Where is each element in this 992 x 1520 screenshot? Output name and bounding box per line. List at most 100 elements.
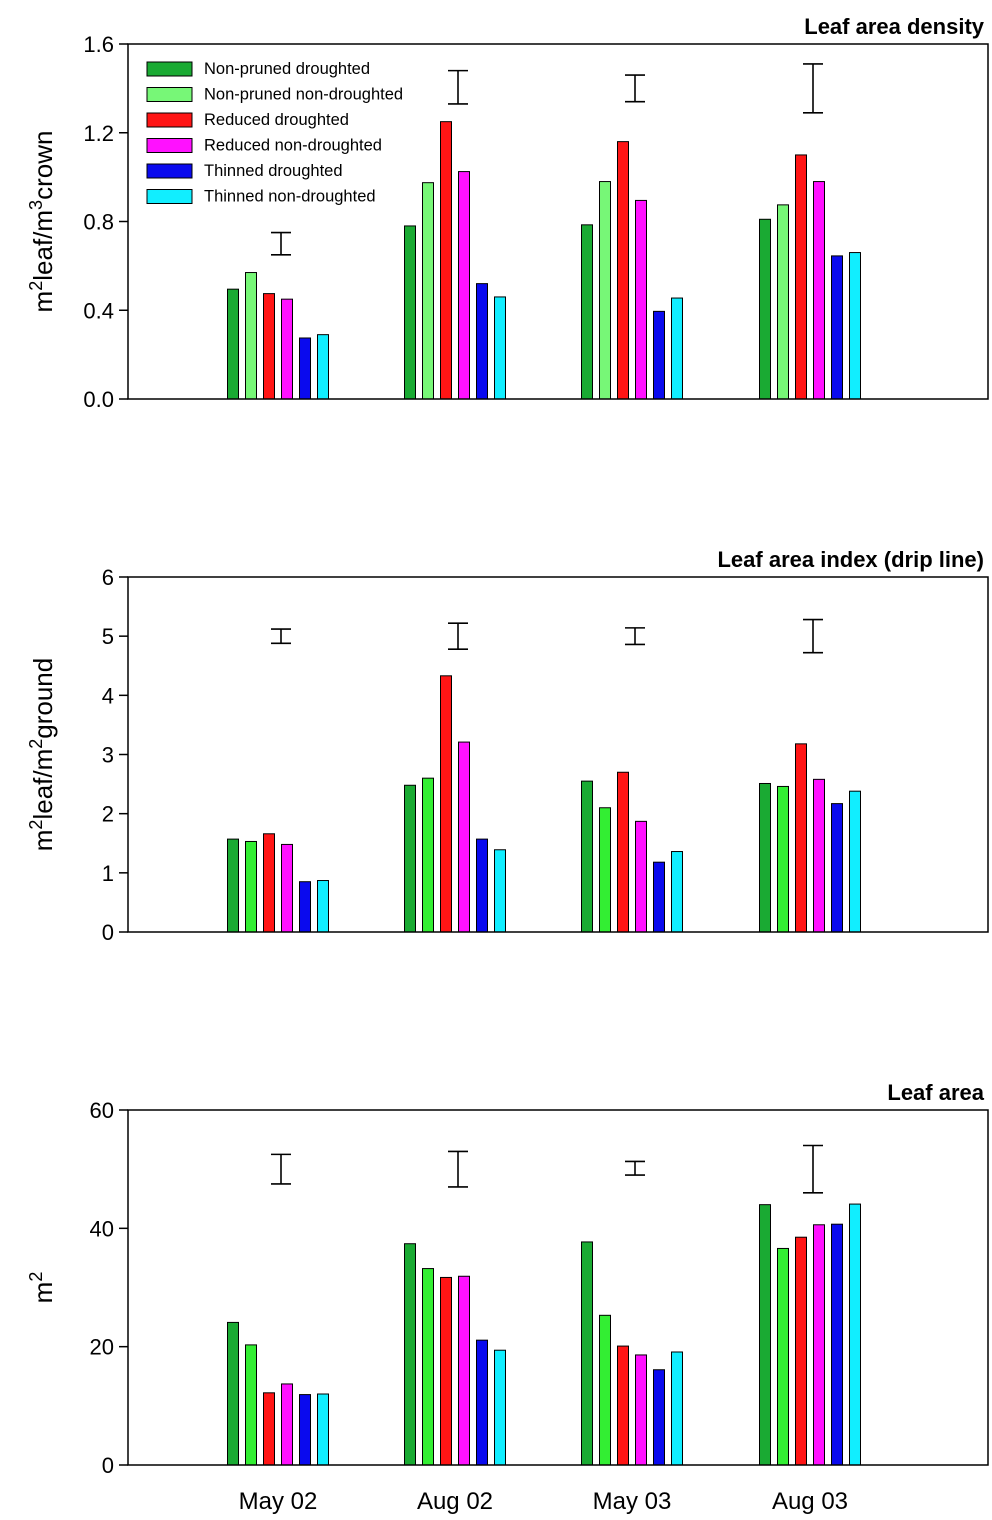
- y-axis-label-exponent: 3: [26, 200, 46, 210]
- bar-non-pruned-droughted-0: [227, 838, 239, 933]
- error-bar-1: [448, 622, 468, 650]
- error-bar-3: [803, 63, 823, 114]
- legend-label: Thinned non-droughted: [204, 188, 376, 206]
- bar-reduced-droughted-1: [440, 1276, 452, 1466]
- y-tick-label: 2: [102, 802, 114, 827]
- bar-thinned-droughted-1: [476, 1339, 488, 1466]
- y-tick-label: 40: [90, 1216, 114, 1241]
- y-tick-label: 0: [102, 920, 114, 945]
- error-bar-2: [625, 1160, 645, 1176]
- y-axis-label-exponent: 2: [26, 281, 46, 291]
- bar-thinned-droughted-0: [299, 881, 311, 933]
- bar-non-pruned-droughted-2: [581, 1241, 593, 1466]
- legend-swatch: [146, 189, 193, 204]
- bar-non-pruned-droughted-1: [404, 1243, 416, 1466]
- y-axis-label: m2: [26, 1272, 58, 1304]
- bar-reduced-non-droughted-2: [635, 820, 647, 933]
- bar-thinned-non-droughted-2: [671, 851, 683, 933]
- error-bar-1: [448, 69, 468, 105]
- bar-thinned-non-droughted-0: [317, 880, 329, 933]
- legend-label: Reduced non-droughted: [204, 137, 382, 155]
- chart-panel-2: Leaf area index (drip line)0123456m2leaf…: [26, 547, 989, 945]
- y-tick-label: 1.6: [83, 32, 114, 57]
- y-axis-label-text: m: [28, 830, 58, 852]
- error-bar-0: [271, 628, 291, 645]
- bar-non-pruned-non-droughted-2: [599, 807, 611, 933]
- bar-reduced-non-droughted-3: [813, 181, 825, 400]
- bar-thinned-non-droughted-1: [494, 296, 506, 400]
- chart-title: Leaf area: [887, 1080, 984, 1105]
- bar-non-pruned-non-droughted-1: [422, 777, 434, 933]
- y-tick-label: 20: [90, 1335, 114, 1360]
- bar-non-pruned-droughted-3: [759, 1204, 771, 1466]
- bar-reduced-non-droughted-1: [458, 741, 470, 933]
- bar-thinned-non-droughted-0: [317, 1393, 329, 1466]
- bar-reduced-non-droughted-1: [458, 171, 470, 400]
- y-tick-label: 3: [102, 743, 114, 768]
- bar-non-pruned-droughted-1: [404, 225, 416, 400]
- bar-reduced-non-droughted-0: [281, 298, 293, 400]
- y-tick-label: 0: [102, 1453, 114, 1478]
- bar-reduced-droughted-0: [263, 833, 275, 933]
- bar-thinned-non-droughted-2: [671, 1351, 683, 1466]
- bar-non-pruned-droughted-0: [227, 288, 239, 400]
- bar-reduced-non-droughted-0: [281, 1383, 293, 1466]
- bar-reduced-droughted-0: [263, 293, 275, 400]
- bar-thinned-non-droughted-3: [849, 252, 861, 400]
- legend-swatch: [146, 87, 193, 102]
- chart-panel-1: Leaf area density 0.0 0.4 0.8 1.2 1.6 m2leaf/m…: [26, 14, 989, 412]
- bar-non-pruned-non-droughted-2: [599, 1314, 611, 1466]
- legend: Non-pruned droughted Non-pruned non-droug…: [146, 60, 403, 206]
- error-bar-0: [271, 231, 291, 256]
- bar-non-pruned-non-droughted-2: [599, 181, 611, 400]
- bar-reduced-non-droughted-3: [813, 1224, 825, 1466]
- chart-title: Leaf area density: [804, 14, 985, 39]
- chart-title: Leaf area index (drip line): [717, 547, 984, 572]
- bar-thinned-non-droughted-1: [494, 1349, 506, 1466]
- bar-reduced-non-droughted-2: [635, 1354, 647, 1466]
- bar-thinned-non-droughted-1: [494, 849, 506, 933]
- bar-thinned-droughted-3: [831, 255, 843, 400]
- bar-non-pruned-non-droughted-3: [777, 1247, 789, 1466]
- y-tick-label: 5: [102, 624, 114, 649]
- bar-non-pruned-non-droughted-3: [777, 785, 789, 933]
- y-axis-label-text: ground: [28, 658, 58, 739]
- bar-thinned-droughted-0: [299, 337, 311, 400]
- y-tick-label: 1: [102, 861, 114, 886]
- legend-label: Reduced droughted: [204, 111, 349, 129]
- bar-non-pruned-non-droughted-1: [422, 182, 434, 400]
- y-axis-label: m2leaf/m2ground: [26, 658, 58, 851]
- legend-label: Non-pruned non-droughted: [204, 86, 403, 104]
- bar-thinned-non-droughted-2: [671, 297, 683, 400]
- bar-reduced-non-droughted-2: [635, 199, 647, 400]
- bar-non-pruned-non-droughted-1: [422, 1268, 434, 1466]
- bar-thinned-droughted-2: [653, 1369, 665, 1466]
- bar-non-pruned-droughted-2: [581, 224, 593, 400]
- bar-thinned-droughted-1: [476, 838, 488, 933]
- bar-thinned-non-droughted-3: [849, 1203, 861, 1466]
- bar-reduced-droughted-3: [795, 743, 807, 933]
- y-axis-label-exponent: 2: [26, 820, 46, 830]
- bar-thinned-droughted-2: [653, 861, 665, 933]
- y-tick-label: 0.8: [83, 210, 114, 235]
- bar-thinned-droughted-1: [476, 283, 488, 400]
- bar-reduced-droughted-1: [440, 121, 452, 400]
- bar-thinned-droughted-2: [653, 310, 665, 400]
- bar-reduced-droughted-2: [617, 771, 629, 933]
- bar-reduced-droughted-3: [795, 154, 807, 400]
- y-axis-label: m2leaf/m3crown: [26, 131, 58, 313]
- bar-thinned-non-droughted-3: [849, 790, 861, 933]
- bar-thinned-droughted-3: [831, 1223, 843, 1466]
- y-axis-label-exponent: 2: [26, 1272, 46, 1282]
- chart-panel-3: Leaf area 0 20 40 60 m2 May 02 Aug 02 May 03 Aug …: [26, 1080, 989, 1515]
- y-axis-label-text: leaf/m: [28, 210, 58, 281]
- bar-non-pruned-droughted-0: [227, 1321, 239, 1466]
- bar-reduced-droughted-2: [617, 1345, 629, 1466]
- legend-swatch: [146, 163, 193, 179]
- bar-non-pruned-droughted-3: [759, 782, 771, 933]
- plot-frame: [127, 1109, 989, 1466]
- bar-reduced-droughted-2: [617, 141, 629, 400]
- bar-reduced-droughted-0: [263, 1392, 275, 1466]
- bar-thinned-droughted-3: [831, 803, 843, 933]
